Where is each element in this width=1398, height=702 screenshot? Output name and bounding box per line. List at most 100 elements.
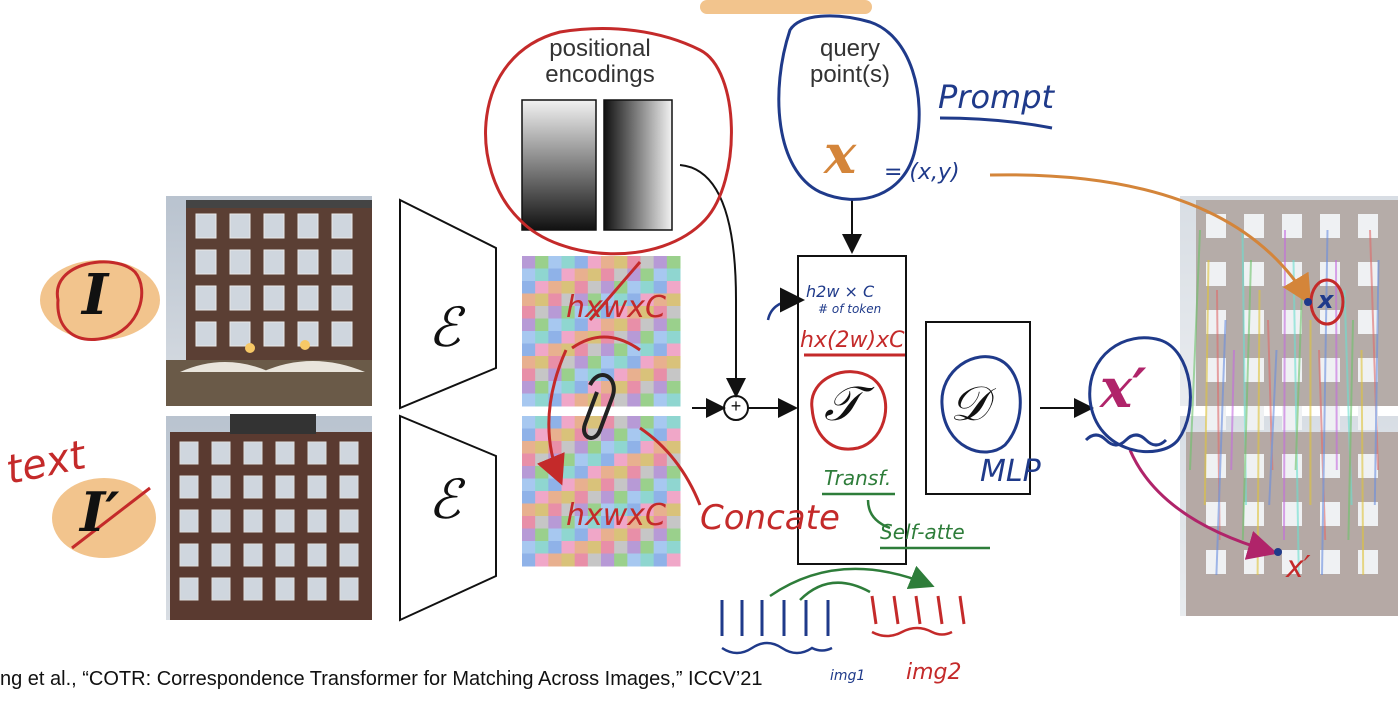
feature-cell [562, 331, 576, 344]
feature-cell [548, 554, 562, 567]
output-symbol: x′ [1100, 356, 1146, 420]
feature-cell [535, 479, 549, 492]
window [1206, 214, 1226, 238]
feature-cell [667, 331, 681, 344]
feature-cell [548, 504, 562, 517]
feature-cell [562, 416, 576, 429]
window [230, 250, 250, 274]
query-title: query point(s) [790, 36, 910, 88]
feature-cell [667, 554, 681, 567]
feature-cell [588, 356, 602, 369]
feature-cell [575, 454, 589, 467]
window [276, 476, 294, 498]
window [244, 510, 262, 532]
feature-cell [535, 344, 549, 357]
window [196, 322, 216, 346]
feature-cell [522, 319, 536, 332]
feature-cell [627, 369, 641, 382]
feature-cell [641, 554, 655, 567]
feature-cell [667, 381, 681, 394]
feature-cell [667, 504, 681, 517]
feature-cell [522, 356, 536, 369]
feature-cell [601, 441, 615, 454]
feature-cell [522, 269, 536, 282]
feature-cell [641, 541, 655, 554]
feature-cell [654, 256, 668, 269]
feature-cell [641, 466, 655, 479]
feature-cell [522, 394, 536, 407]
feature-cell [548, 269, 562, 282]
annot-self-attn: Self-atte [880, 520, 965, 544]
window [230, 322, 250, 346]
window [308, 578, 326, 600]
pe-horizontal [604, 100, 672, 230]
feature-cell [562, 429, 576, 442]
feature-cell [562, 454, 576, 467]
window [230, 214, 250, 238]
corr-line [1284, 230, 1285, 540]
feature-cell [522, 344, 536, 357]
pe-title-line2: encodings [530, 62, 670, 88]
feature-cell [627, 394, 641, 407]
feature-cell [667, 369, 681, 382]
feature-cell [627, 429, 641, 442]
feature-cell [601, 269, 615, 282]
window [276, 510, 294, 532]
feature-cell [654, 269, 668, 282]
feature-cell [654, 554, 668, 567]
window [276, 544, 294, 566]
feature-cell [535, 281, 549, 294]
feature-cell [614, 416, 628, 429]
window [1358, 310, 1378, 334]
tokens-img2 [872, 596, 964, 624]
feature-cell [562, 381, 576, 394]
window [1358, 262, 1378, 286]
window [1244, 502, 1264, 526]
feature-cell [667, 256, 681, 269]
feature-cell [575, 256, 589, 269]
feature-cell [535, 294, 549, 307]
feature-cell [535, 319, 549, 332]
annot-concate: Concate [700, 498, 840, 538]
feature-cell [522, 479, 536, 492]
feature-cell [601, 429, 615, 442]
pe-title: positional encodings [530, 36, 670, 88]
feature-cell [575, 394, 589, 407]
window [1206, 310, 1226, 334]
window [340, 476, 358, 498]
feature-cell [535, 331, 549, 344]
feature-cell [535, 416, 549, 429]
window [212, 544, 230, 566]
feature-cell [535, 441, 549, 454]
feature-cell [522, 416, 536, 429]
window [180, 544, 198, 566]
feature-cell [535, 466, 549, 479]
feature-cell [548, 281, 562, 294]
feature-cell [562, 369, 576, 382]
feature-cell [614, 441, 628, 454]
feature-cell [614, 256, 628, 269]
feature-cell [535, 269, 549, 282]
feature-cell [667, 529, 681, 542]
feature-cell [654, 381, 668, 394]
feature-cell [522, 331, 536, 344]
feature-cell [667, 344, 681, 357]
feature-cell [575, 479, 589, 492]
window [308, 476, 326, 498]
window [298, 250, 318, 274]
feature-cell [522, 294, 536, 307]
annot-x-prime-small: x′ [1286, 550, 1311, 585]
feature-cell [588, 541, 602, 554]
query-symbol: x [824, 122, 856, 186]
feature-cell [535, 356, 549, 369]
feature-cell [548, 331, 562, 344]
attn-arc-2 [800, 583, 870, 600]
feature-cell [667, 416, 681, 429]
annot-prompt: Prompt [938, 78, 1054, 116]
feature-cell [535, 381, 549, 394]
feature-cell [548, 516, 562, 529]
feature-cell [522, 529, 536, 542]
feature-cell [614, 541, 628, 554]
window [180, 578, 198, 600]
